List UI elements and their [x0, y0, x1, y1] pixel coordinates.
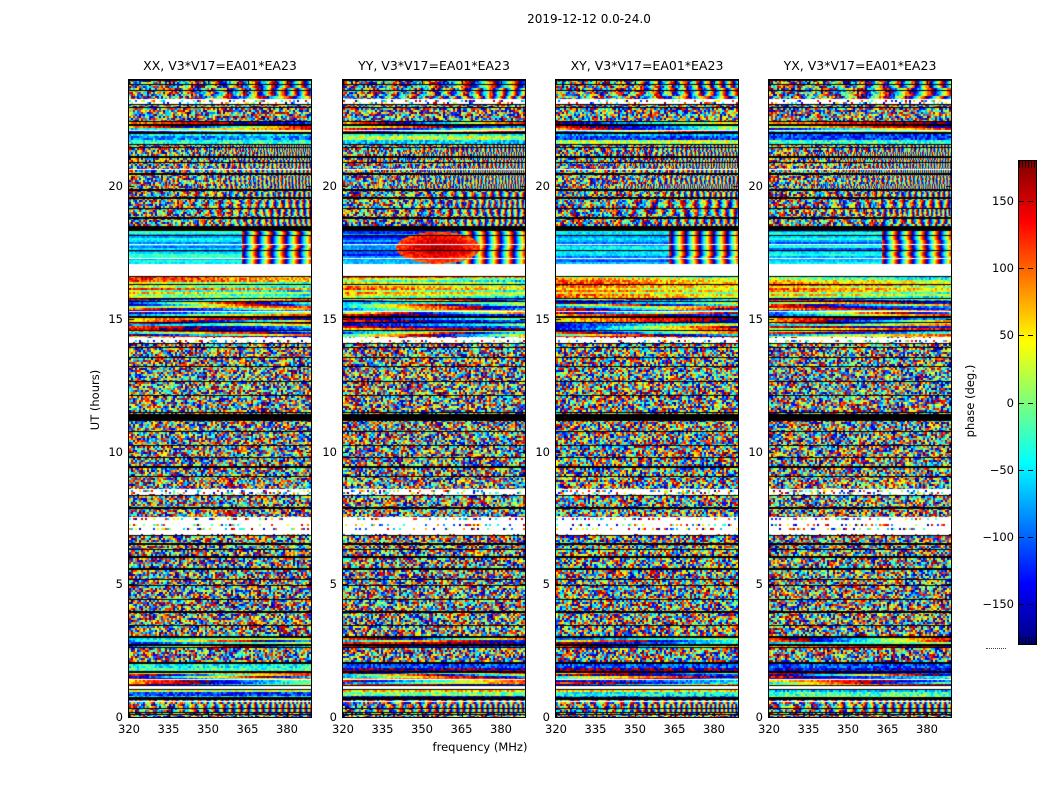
colorbar-tick [1019, 603, 1024, 605]
colorbar-gradient [1019, 161, 1036, 644]
x-tick-label: 365 [663, 722, 686, 736]
y-tick-label: 20 [322, 179, 337, 194]
colorbar-tick-label: 50 [999, 328, 1014, 343]
y-axis-label: UT (hours) [88, 369, 102, 431]
x-tick-label: 320 [332, 722, 354, 736]
colorbar-tick [1019, 402, 1024, 404]
colorbar-tick [1019, 268, 1024, 270]
x-tick-label: 365 [450, 722, 473, 736]
colorbar: 150 100 50 0 −50 −100 −150 [982, 160, 1037, 645]
panel-title-xx: XX, V3*V17=EA01*EA23 [143, 58, 297, 73]
x-tick-label: 380 [703, 722, 725, 736]
panel-title-yy: YY, V3*V17=EA01*EA23 [358, 58, 510, 73]
colorbar-tick [1019, 536, 1024, 538]
colorbar-tick [1019, 201, 1024, 203]
heatmap-canvas-yy [342, 79, 526, 718]
colorbar-tick [1028, 603, 1033, 605]
colorbar-end-hatch-bottom [1019, 637, 1036, 644]
panel-yx: YX, V3*V17=EA01*EA23 0 5 10 15 20 320 335 350 36… [748, 58, 952, 736]
x-tick-label: 320 [118, 722, 140, 736]
x-tick-label: 335 [584, 722, 607, 736]
panel-xy: XY, V3*V17=EA01*EA23 0 5 10 15 20 320 335 350 36… [535, 58, 739, 736]
y-tick-label: 10 [108, 444, 123, 459]
x-tick-label: 380 [276, 722, 298, 736]
colorbar-dotted-mark [986, 648, 1006, 649]
y-tick-label: 15 [535, 311, 550, 326]
x-tick-label: 320 [758, 722, 780, 736]
x-tick-label: 335 [371, 722, 394, 736]
heatmap-canvas-xx [128, 79, 312, 718]
panel-title-yx: YX, V3*V17=EA01*EA23 [783, 58, 937, 73]
x-tick-label: 365 [236, 722, 259, 736]
colorbar-end-hatch-top [1019, 161, 1036, 168]
x-tick-label: 320 [545, 722, 567, 736]
y-tick-label: 5 [755, 577, 763, 592]
panel-yy: YY, V3*V17=EA01*EA23 0 5 10 15 20 320 335 350 36… [322, 58, 526, 736]
y-tick-label: 15 [108, 311, 123, 326]
x-axis-label: frequency (MHz) [432, 740, 528, 754]
x-tick-label: 350 [837, 722, 859, 736]
colorbar-tick [1028, 268, 1033, 270]
x-tick-label: 380 [916, 722, 938, 736]
y-tick-label: 15 [322, 311, 337, 326]
heatmap-canvas-yx [768, 79, 952, 718]
colorbar-tick [1019, 335, 1024, 337]
colorbar-tick [1028, 402, 1033, 404]
panel-xx: XX, V3*V17=EA01*EA23 0 5 10 15 20 320 335 350 36… [108, 58, 312, 736]
y-tick-label: 0 [329, 710, 337, 724]
y-tick-label: 0 [542, 710, 550, 724]
colorbar-tick-label: 0 [1006, 395, 1014, 410]
x-tick-label: 335 [797, 722, 820, 736]
heatmap-canvas-xy [555, 79, 739, 718]
y-tick-label: 20 [535, 179, 550, 194]
y-tick-label: 10 [748, 444, 763, 459]
colorbar-tick-label: −150 [982, 596, 1014, 611]
colorbar-tick [1028, 335, 1033, 337]
y-tick-label: 5 [329, 577, 337, 592]
figure-title: 2019-12-12 0.0-24.0 [527, 12, 651, 26]
colorbar-tick-label: 150 [992, 194, 1014, 209]
y-tick-label: 0 [115, 710, 123, 724]
x-tick-label: 365 [876, 722, 899, 736]
y-tick-label: 10 [535, 444, 550, 459]
colorbar-tick [1028, 536, 1033, 538]
y-tick-label: 5 [542, 577, 550, 592]
y-tick-label: 20 [748, 179, 763, 194]
y-tick-label: 20 [108, 179, 123, 194]
colorbar-tick [1028, 469, 1033, 471]
colorbar-tick-label: −50 [989, 462, 1014, 477]
x-tick-label: 350 [197, 722, 219, 736]
colorbar-tick [1019, 469, 1024, 471]
colorbar-label: phase (deg.) [963, 364, 977, 438]
x-tick-label: 380 [490, 722, 512, 736]
y-tick-label: 5 [115, 577, 123, 592]
x-tick-label: 335 [157, 722, 180, 736]
y-tick-label: 0 [755, 710, 763, 724]
colorbar-tick-label: 100 [992, 261, 1014, 276]
x-tick-label: 350 [624, 722, 646, 736]
x-tick-label: 350 [411, 722, 433, 736]
colorbar-tick [1028, 201, 1033, 203]
panel-title-xy: XY, V3*V17=EA01*EA23 [570, 58, 724, 73]
colorbar-tick-label: −100 [982, 529, 1014, 544]
y-tick-label: 15 [748, 311, 763, 326]
y-tick-label: 10 [322, 444, 337, 459]
